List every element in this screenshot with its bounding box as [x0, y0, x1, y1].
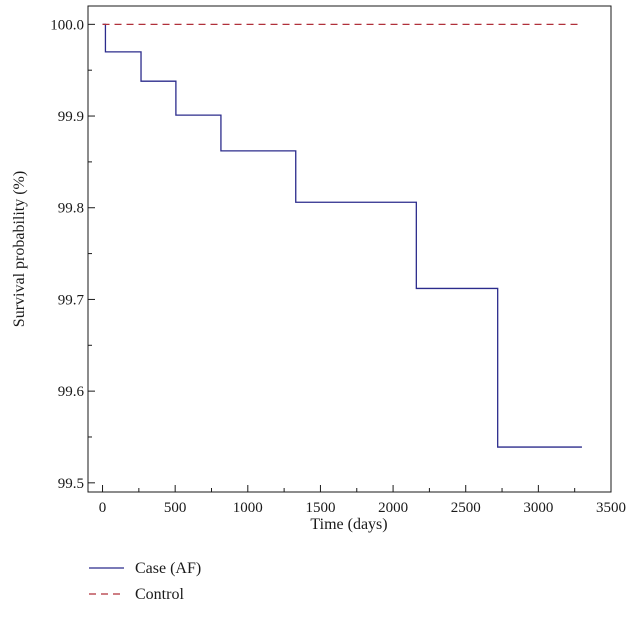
x-tick-label: 0 [99, 500, 107, 516]
series-layer [102, 23, 582, 448]
y-axis-label: Survival probability (%) [11, 171, 28, 327]
x-tick-label: 1000 [233, 500, 263, 516]
x-tick-label: 2500 [451, 500, 481, 516]
plot-frame [87, 5, 612, 493]
legend-label-control: Control [135, 586, 184, 603]
y-tick-label: 99.8 [58, 201, 84, 217]
x-tick-label: 500 [164, 500, 187, 516]
x-tick-label: 3500 [596, 500, 626, 516]
y-tick-label: 99.5 [58, 476, 84, 492]
x-axis-ticks: 0 500 1000 1500 2000 2500 3000 3500 [99, 485, 626, 516]
x-tick-label: 1500 [305, 500, 335, 516]
y-tick-label: 99.7 [58, 292, 85, 308]
x-tick-label: 3000 [523, 500, 553, 516]
y-tick-label: 100.0 [50, 17, 84, 33]
legend-label-case: Case (AF) [135, 560, 201, 577]
legend: Case (AF) Control [89, 560, 201, 603]
y-tick-label: 99.9 [58, 109, 84, 125]
x-tick-label: 2000 [378, 500, 408, 516]
series-line-case [102, 23, 582, 448]
y-axis-ticks: 99.5 99.6 99.7 99.8 99.9 100.0 [50, 17, 95, 492]
x-axis-label: Time (days) [310, 516, 387, 533]
y-tick-label: 99.6 [58, 384, 85, 400]
